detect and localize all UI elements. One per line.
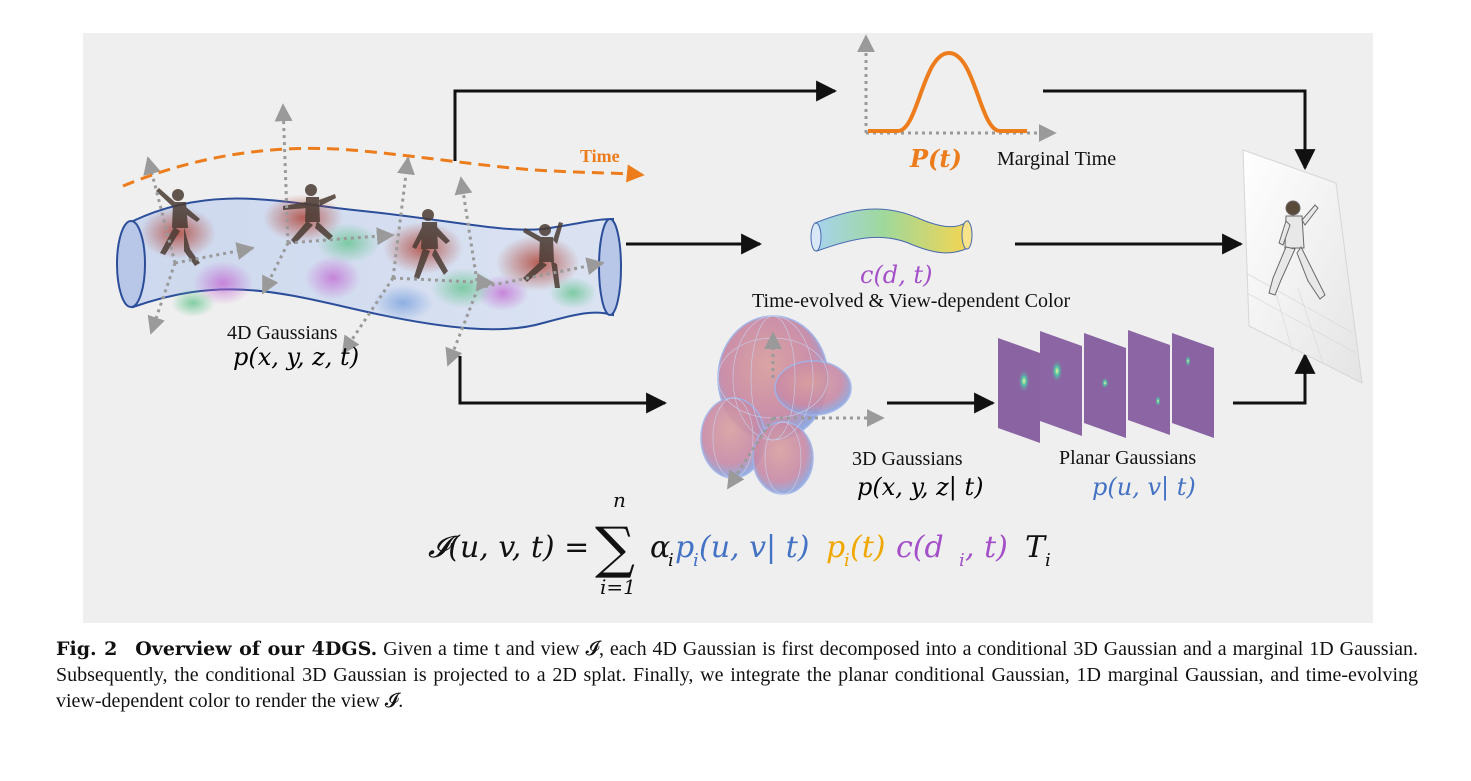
arrow-marginal-to-render (1043, 89, 1316, 171)
equation-c-sub: i (959, 550, 965, 571)
equation-p-uv-args: (u, v| t) (699, 530, 809, 565)
equation-lhs: 𝓘(u, v, t) = (428, 530, 589, 565)
arrow-planar-to-render (1233, 352, 1316, 405)
equation-c: c(d (896, 530, 944, 565)
arrow-to-3d-gaussians (458, 356, 668, 414)
planar-symbol: p(u, v| t) (1092, 473, 1196, 502)
planar-slice-1 (998, 338, 1040, 443)
gaussians-3d-symbol: p(x, y, z| t) (857, 473, 984, 502)
runner-3 (412, 209, 450, 279)
planar-slices (998, 330, 1214, 443)
gaussians-3d-ellipsoids (700, 315, 885, 495)
planar-slice-3 (1084, 333, 1126, 438)
marginal-time-plot (857, 34, 1057, 142)
caption-number: Fig. 2 (56, 638, 118, 660)
caption-title: Overview of our 4DGS. (135, 638, 378, 660)
equation-p-t: p (826, 530, 845, 565)
equation-p-uv: p (675, 530, 694, 565)
time-curve (122, 146, 645, 188)
marginal-symbol: P(t) (909, 144, 962, 173)
runner-2 (283, 184, 336, 244)
equation-p-t-sub: i (844, 550, 850, 571)
rendering-equation: 𝓘(u, v, t) = ∑ n i=1 α i p i (u, v| t) p… (428, 488, 1051, 599)
runner-4 (523, 222, 563, 288)
time-label: Time (580, 146, 620, 166)
runner-figures (156, 184, 563, 288)
rendered-view (1242, 149, 1363, 384)
gaussians-3d-label: 3D Gaussians (852, 448, 963, 470)
arrow-to-marginal (453, 80, 838, 161)
equation-p-uv-sub: i (693, 550, 699, 571)
equation-c-args: , t) (965, 530, 1008, 565)
equation-sum: ∑ (595, 516, 635, 581)
planar-slice-4 (1128, 330, 1170, 435)
equation-T: T (1025, 530, 1047, 565)
rendered-runner (1268, 200, 1326, 300)
marginal-label: Marginal Time (997, 148, 1116, 170)
figure-panel: Time P(t) Marginal Time c(d, t) Time-evo… (83, 33, 1373, 623)
gaussians-4d-symbol: p(x, y, z, t) (233, 343, 359, 371)
equation-alpha-sub: i (668, 550, 674, 571)
planar-label: Planar Gaussians (1059, 447, 1196, 469)
runner-1 (156, 188, 200, 266)
color-tube (810, 208, 973, 254)
equation-sum-bottom: i=1 (600, 575, 636, 599)
equation-alpha: α (650, 530, 670, 565)
color-symbol: c(d, t) (860, 261, 932, 289)
gaussians-4d-label: 4D Gaussians (227, 322, 338, 344)
overview-diagram: Time P(t) Marginal Time c(d, t) Time-evo… (116, 34, 1363, 599)
caption-text: Given a time t and view 𝓘, each 4D Gauss… (56, 638, 1419, 712)
equation-sum-top: n (613, 488, 626, 512)
equation-p-t-args: (t) (850, 530, 885, 565)
figure-caption: Fig. 2 Overview of our 4DGS. Given a tim… (56, 636, 1418, 714)
planar-slice-5 (1172, 333, 1214, 438)
planar-slice-2 (1040, 331, 1082, 436)
color-label: Time-evolved & View-dependent Color (752, 290, 1071, 312)
equation-T-sub: i (1045, 550, 1051, 571)
dotted-axes (143, 103, 605, 367)
